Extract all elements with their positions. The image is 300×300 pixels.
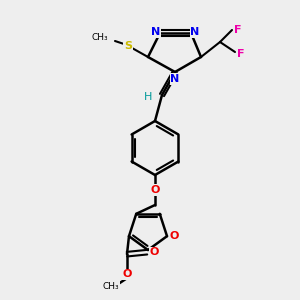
Text: N: N — [170, 74, 180, 84]
Text: N: N — [152, 27, 160, 37]
Text: F: F — [234, 25, 242, 35]
Text: O: O — [150, 185, 160, 195]
Text: CH₃: CH₃ — [103, 282, 119, 291]
Text: O: O — [149, 247, 159, 257]
Text: F: F — [237, 49, 245, 59]
Text: N: N — [190, 27, 200, 37]
Text: H: H — [144, 92, 152, 102]
Text: O: O — [169, 231, 179, 241]
Text: O: O — [122, 269, 132, 279]
Text: S: S — [124, 41, 132, 51]
Text: CH₃: CH₃ — [92, 34, 108, 43]
